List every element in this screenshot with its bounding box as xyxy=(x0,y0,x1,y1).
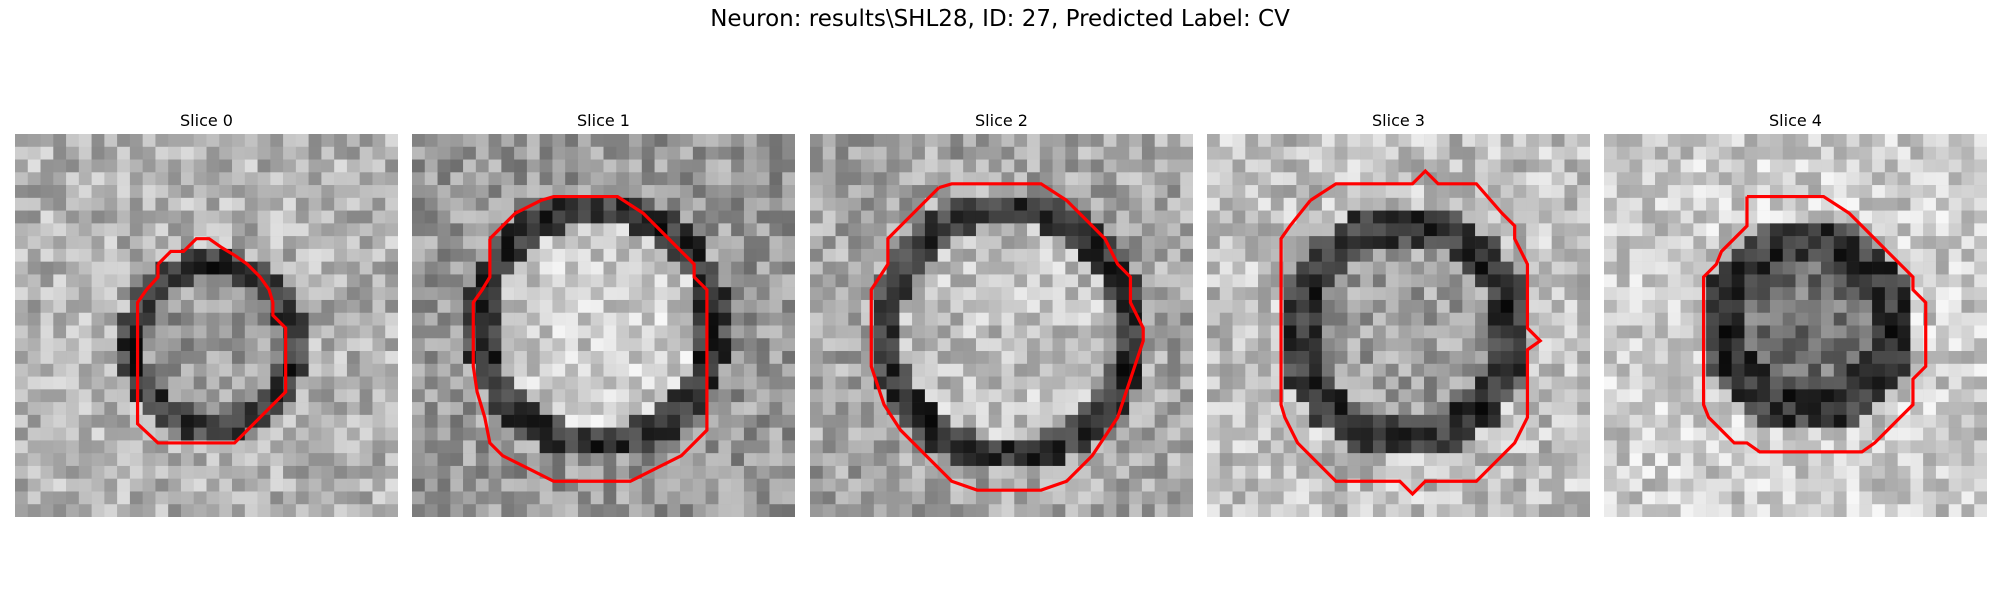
slice-panel-3: Slice 3 xyxy=(1207,108,1590,517)
segmentation-contour xyxy=(1279,168,1543,497)
slice-title: Slice 4 xyxy=(1769,111,1822,130)
figure-title: Neuron: results\SHL28, ID: 27, Predicted… xyxy=(710,6,1290,32)
slice-title: Slice 2 xyxy=(975,111,1028,130)
segmentation-contour xyxy=(1701,194,1928,454)
slice-title: Slice 3 xyxy=(1372,111,1425,130)
slice-image-svg xyxy=(1207,134,1590,517)
slice-panel-0: Slice 0 xyxy=(15,108,398,517)
slice-panel-1: Slice 1 xyxy=(412,108,795,517)
slice-image xyxy=(810,134,1193,517)
slice-panel-4: Slice 4 xyxy=(1604,108,1987,517)
slice-image xyxy=(1604,134,1987,517)
slice-title: Slice 1 xyxy=(577,111,630,130)
slice-image xyxy=(1207,134,1590,517)
slice-image-svg xyxy=(1604,134,1987,517)
slice-image-svg xyxy=(412,134,795,517)
slice-image xyxy=(412,134,795,517)
segmentation-contour xyxy=(471,194,709,483)
slice-panel-2: Slice 2 xyxy=(810,108,1193,517)
segmentation-contour xyxy=(135,237,288,445)
slice-title: Slice 0 xyxy=(180,111,233,130)
slice-image-svg xyxy=(15,134,398,517)
segmentation-contour xyxy=(869,182,1145,492)
slice-image xyxy=(15,134,398,517)
slice-image-svg xyxy=(810,134,1193,517)
